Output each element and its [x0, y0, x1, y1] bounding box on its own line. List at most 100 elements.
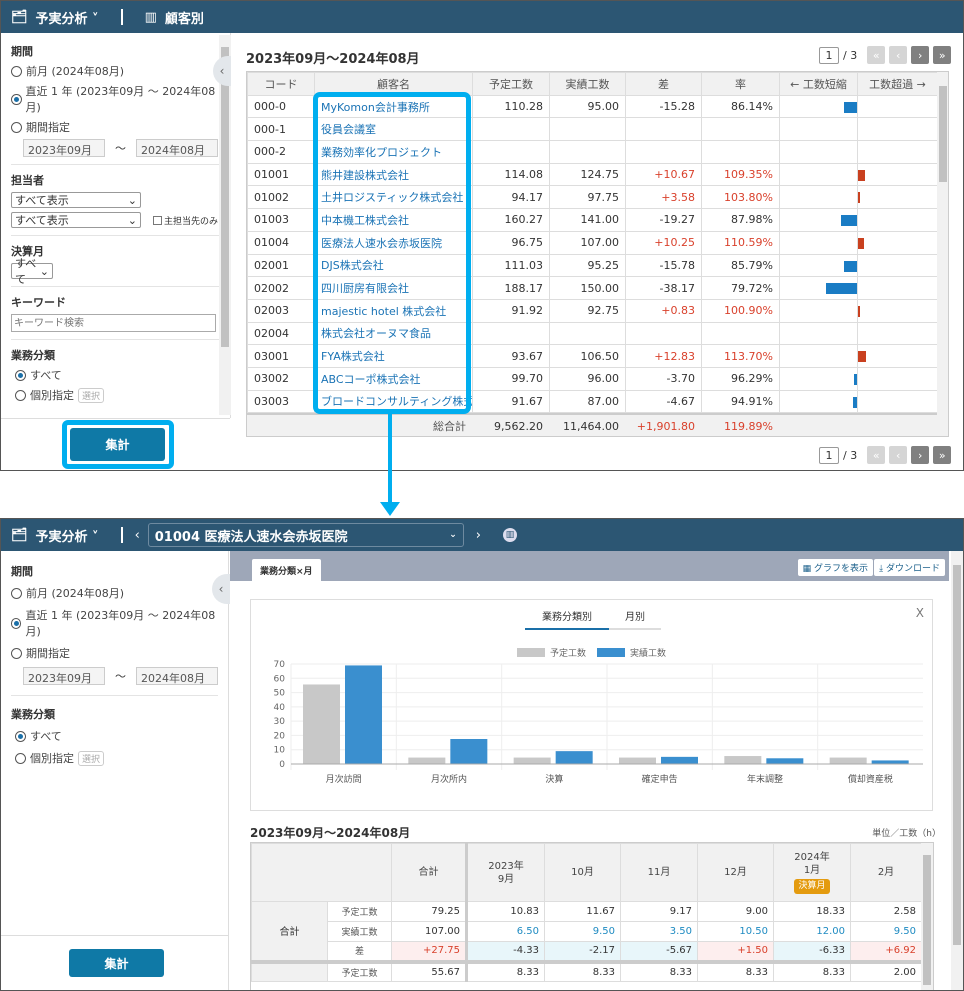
keyword-input[interactable]	[11, 314, 216, 332]
column-header[interactable]: 率	[701, 72, 780, 96]
app-menu[interactable]: 予実分析 ˅	[35, 11, 99, 27]
actual-hours: 92.75	[549, 298, 626, 323]
first-page-button[interactable]: «	[867, 46, 886, 64]
rate: 103.80%	[701, 185, 780, 210]
from-date-input[interactable]: 2023年09月	[23, 667, 105, 685]
show-graph-button[interactable]: ▦ グラフを表示	[797, 559, 873, 576]
client-code: 02004	[247, 321, 315, 346]
table-scrollbar[interactable]	[921, 843, 933, 990]
client-name-link[interactable]: FYA株式会社	[314, 344, 473, 368]
column-header[interactable]: 予定工数	[472, 72, 550, 96]
prev-client-button[interactable]: ‹	[134, 527, 140, 543]
value-cell: 6.50	[466, 921, 545, 942]
bar	[450, 739, 488, 764]
table-row: 000-2 業務効率化プロジェクト	[247, 140, 938, 164]
client-detail-panel: 🗂 予実分析 ˅ ‹ 01004 医療法人速水会赤坂医院 ⌄ › ▥ 期間 前月 …	[0, 518, 964, 991]
page-input[interactable]: 1	[819, 446, 839, 464]
page-scrollbar[interactable]	[951, 551, 963, 990]
to-date-input[interactable]: 2024年08月	[136, 139, 218, 157]
client-name-link[interactable]: 役員会議室	[314, 117, 473, 142]
period-option-last-month[interactable]: 前月 (2024年08月)	[11, 63, 220, 79]
rate: 110.59%	[701, 230, 780, 255]
select-button[interactable]: 選択	[78, 387, 105, 403]
value-cell: 107.00	[391, 921, 468, 942]
radio-icon	[11, 647, 22, 659]
total-diff: +1,901.80	[636, 419, 695, 433]
next-page-button[interactable]: ›	[911, 46, 930, 64]
period-option-custom[interactable]: 期間指定	[11, 645, 218, 661]
x-tick-label: 月次所内	[431, 773, 467, 785]
option-label: 個別指定	[30, 752, 74, 765]
client-name-link[interactable]: 土井ロジスティック株式会社	[314, 185, 473, 210]
category-option-custom[interactable]: 個別指定 選択	[11, 387, 220, 403]
close-chart-button[interactable]: X	[915, 606, 924, 620]
chart-tab-month[interactable]: 月別	[609, 608, 661, 630]
column-header[interactable]: 差	[625, 72, 702, 96]
page-input[interactable]: 1	[819, 46, 839, 64]
fiscal-month-label: 決算月	[11, 245, 44, 258]
category-option-custom[interactable]: 個別指定 選択	[11, 750, 218, 766]
over-bar-cell	[857, 276, 938, 300]
category-option-all[interactable]: すべて	[11, 728, 218, 744]
column-header[interactable]: 実績工数	[549, 72, 626, 96]
client-name-link[interactable]: 株式会社オーヌマ食品	[314, 321, 473, 346]
select-button[interactable]: 選択	[78, 750, 105, 766]
client-name-link[interactable]: ABCコーポ株式会社	[314, 366, 473, 391]
next-client-button[interactable]: ›	[475, 527, 481, 543]
chart-tab-category[interactable]: 業務分類別	[525, 608, 609, 630]
under-bar-cell	[779, 117, 858, 142]
prev-page-button[interactable]: ‹	[889, 446, 908, 464]
period-option-last-year[interactable]: 直近 1 年 (2023年09月 ～ 2024年08月)	[11, 607, 218, 639]
staff-select-2[interactable]: すべて表示 ⌄	[11, 212, 141, 228]
prev-page-button[interactable]: ‹	[889, 46, 908, 64]
period-option-custom[interactable]: 期間指定	[11, 119, 220, 135]
staff-select-1[interactable]: すべて表示 ⌄	[11, 192, 141, 208]
month-header: 2024年 1月 決算月	[773, 843, 851, 902]
diff-hours: -3.70	[625, 366, 702, 391]
row-label: 差	[327, 941, 392, 962]
highlight-frame	[62, 420, 174, 469]
column-header[interactable]: ← 工数短縮	[779, 72, 858, 96]
collapse-sidebar-button[interactable]: ‹	[213, 56, 231, 86]
collapse-sidebar-button[interactable]: ‹	[212, 574, 230, 604]
first-page-button[interactable]: «	[867, 446, 886, 464]
divider	[11, 695, 218, 696]
option-label: すべて	[30, 369, 62, 382]
download-button[interactable]: ⤓ ダウンロード	[874, 559, 945, 576]
divider	[120, 527, 123, 543]
column-header[interactable]: コード	[247, 72, 315, 96]
sum-button[interactable]: 集計	[69, 949, 164, 977]
period-option-last-year[interactable]: 直近 1 年 (2023年09月 ～ 2024年08月)	[11, 83, 220, 115]
over-bar	[858, 192, 861, 204]
actual-hours: 95.00	[549, 94, 626, 119]
building-icon[interactable]: ▥	[502, 528, 517, 542]
sum-button[interactable]: 集計	[70, 428, 165, 461]
to-date-input[interactable]: 2024年08月	[136, 667, 218, 685]
last-page-button[interactable]: »	[933, 46, 952, 64]
column-header[interactable]: 工数超過 →	[857, 72, 938, 96]
sidebar-scrollbar[interactable]	[219, 35, 231, 415]
option-label: 直近 1 年 (2023年09月 ～ 2024年08月)	[25, 609, 216, 638]
header-label: 12月	[724, 867, 747, 878]
tab-category-month[interactable]: 業務分類×月	[252, 559, 321, 581]
period-label: 期間	[11, 565, 33, 578]
y-tick-label: 20	[274, 731, 286, 741]
actual-hours: 87.00	[549, 389, 626, 414]
next-page-button[interactable]: ›	[911, 446, 930, 464]
last-page-button[interactable]: »	[933, 446, 952, 464]
fiscal-month-select[interactable]: すべて ⌄	[11, 257, 53, 286]
app-menu[interactable]: 予実分析 ˅	[35, 529, 99, 545]
client-select[interactable]: 01004 医療法人速水会赤坂医院 ⌄	[147, 523, 464, 547]
client-name-link[interactable]: 医療法人速水会赤坂医院	[314, 230, 473, 255]
from-date-input[interactable]: 2023年09月	[23, 139, 105, 157]
category-option-all[interactable]: すべて	[11, 367, 220, 383]
main-only-checkbox[interactable]: 主担当先のみ	[153, 214, 218, 227]
period-option-last-month[interactable]: 前月 (2024年08月)	[11, 585, 218, 601]
table-scrollbar[interactable]	[937, 72, 948, 436]
value-cell: 55.67	[391, 961, 468, 982]
client-code: 01001	[247, 162, 315, 187]
divider	[11, 339, 220, 340]
bar	[766, 758, 804, 764]
corner-header	[251, 843, 392, 902]
over-bar-cell	[857, 140, 938, 164]
